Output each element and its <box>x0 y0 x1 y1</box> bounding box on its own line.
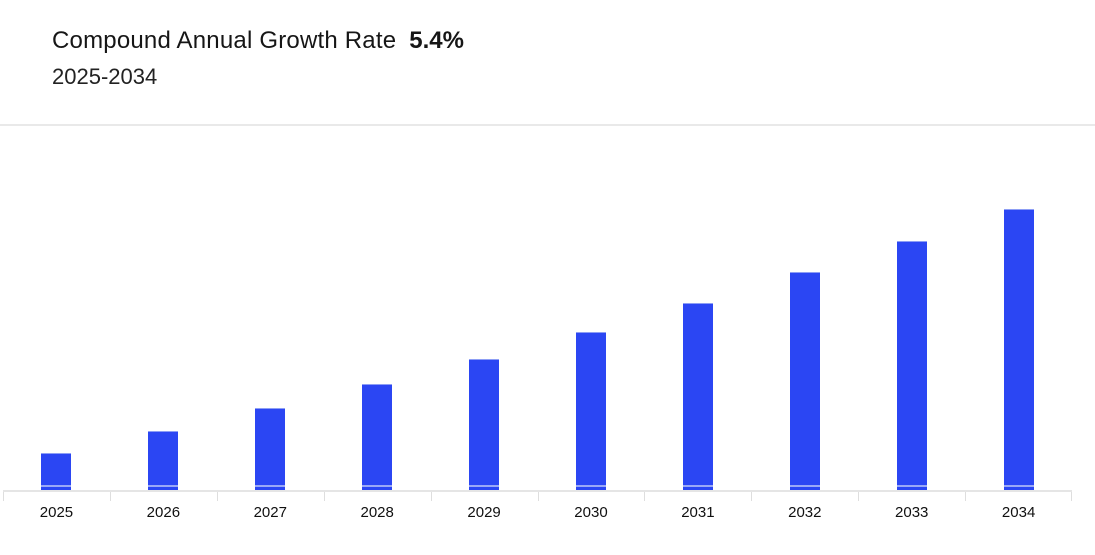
bar-column <box>858 126 965 490</box>
bar-segment-main <box>469 360 500 485</box>
plot-area <box>3 126 1072 492</box>
bar-2032[interactable] <box>789 272 820 490</box>
bar-2031[interactable] <box>682 303 713 490</box>
bar-segment-main <box>148 432 179 485</box>
bar-2033[interactable] <box>896 241 927 490</box>
bar-2025[interactable] <box>41 453 72 490</box>
bar-segment-separator <box>575 485 606 487</box>
chart-header: Compound Annual Growth Rate 5.4% 2025-20… <box>0 0 1095 91</box>
x-axis-tick <box>858 492 860 501</box>
bar-segment-main <box>896 242 927 485</box>
x-axis-tick <box>109 492 111 501</box>
x-axis-label: 2030 <box>574 504 608 521</box>
bar-segment-base <box>896 487 927 490</box>
bar-2030[interactable] <box>575 332 606 490</box>
bar-segment-separator <box>469 485 500 487</box>
bar-2026[interactable] <box>148 431 179 490</box>
chart-title: Compound Annual Growth Rate <box>52 27 397 54</box>
cagr-value: 5.4% <box>409 27 464 54</box>
x-axis-tick <box>3 492 4 501</box>
x-axis-label: 2026 <box>146 504 181 521</box>
bar-segment-base <box>41 487 72 490</box>
bar-segment-separator <box>789 485 820 487</box>
bar-column <box>431 126 538 490</box>
bar-chart: 2025 2026 2027 2028 2029 2030 2031 2032 2033 2034 <box>3 126 1072 522</box>
bar-segment-base <box>148 487 179 490</box>
bar-2029[interactable] <box>469 359 500 490</box>
bar-segment-base <box>682 487 713 490</box>
x-axis-label: 2032 <box>788 504 822 521</box>
bar-segment-separator <box>255 485 286 487</box>
bar-segment-base <box>789 487 820 490</box>
x-axis-tick <box>216 492 218 501</box>
bar-column <box>644 126 751 490</box>
bar-segment-separator <box>362 485 393 487</box>
x-axis-label: 2027 <box>253 504 287 521</box>
bar-column <box>217 126 324 490</box>
chart-title-row: Compound Annual Growth Rate 5.4% <box>52 25 1095 57</box>
header-divider <box>0 124 1095 126</box>
bar-segment-base <box>362 487 393 490</box>
bar-segment-main <box>255 409 286 485</box>
bar-segment-base <box>575 487 606 490</box>
bar-column <box>538 126 645 490</box>
x-axis-label-row: 2025 2026 2027 2028 2029 2030 2031 2032 2033 2034 <box>3 503 1072 522</box>
x-axis-tick <box>751 492 753 501</box>
bar-segment-base <box>1003 487 1034 490</box>
bar-segment-main <box>789 273 820 485</box>
bar-segment-separator <box>682 485 713 487</box>
bar-segment-main <box>1003 210 1034 485</box>
bar-2028[interactable] <box>362 384 393 490</box>
bar-segment-separator <box>1003 485 1034 487</box>
bar-segment-separator <box>148 485 179 487</box>
x-axis-label: 2031 <box>681 504 715 521</box>
bar-column <box>324 126 431 490</box>
x-axis-label: 2029 <box>467 504 501 521</box>
bar-column <box>751 126 858 490</box>
bar-segment-separator <box>41 485 72 487</box>
bar-segment-separator <box>896 485 927 487</box>
x-axis-tick <box>430 492 432 501</box>
bar-column <box>3 126 110 490</box>
x-axis-label: 2028 <box>360 504 394 521</box>
x-axis-label: 2025 <box>39 504 74 521</box>
x-axis-tick-row <box>3 492 1072 501</box>
bar-segment-main <box>41 454 72 485</box>
bar-segment-main <box>575 333 606 485</box>
bar-segment-main <box>362 385 393 485</box>
bar-segment-base <box>469 487 500 490</box>
x-axis-label: 2034 <box>1001 504 1036 521</box>
bar-segment-main <box>682 304 713 485</box>
x-axis-tick <box>644 492 646 501</box>
x-axis-label: 2033 <box>895 504 929 521</box>
chart-subtitle: 2025-2034 <box>52 64 158 89</box>
x-axis-tick <box>965 492 967 501</box>
x-axis-tick <box>1071 492 1072 501</box>
bar-2027[interactable] <box>255 408 286 490</box>
bar-2034[interactable] <box>1003 209 1034 490</box>
x-axis-tick <box>537 492 539 501</box>
bar-segment-base <box>255 487 286 490</box>
bar-column <box>965 126 1072 490</box>
bar-column <box>110 126 217 490</box>
x-axis-tick <box>323 492 325 501</box>
